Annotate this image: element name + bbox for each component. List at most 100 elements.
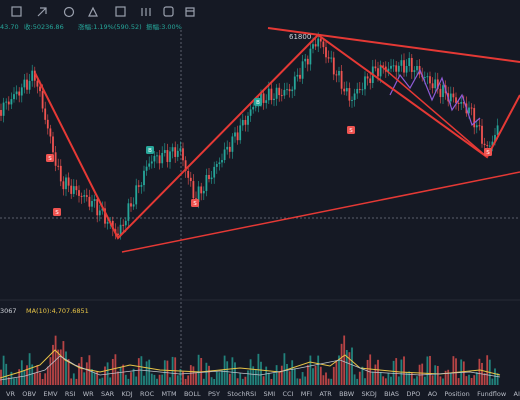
indicator-tab[interactable]: AI-Ve xyxy=(514,390,520,398)
volume-bar xyxy=(278,371,281,385)
signal-label: S xyxy=(55,210,59,216)
indicator-tab[interactable]: CCI xyxy=(282,390,293,398)
volume-bar xyxy=(338,355,340,385)
indicator-tab[interactable]: MFI xyxy=(301,390,312,398)
indicator-tab[interactable]: SAR xyxy=(101,390,115,398)
indicator-tab[interactable]: AO xyxy=(428,390,437,398)
candle-body xyxy=(392,65,395,67)
candle-body xyxy=(62,181,65,190)
change: 涨幅:1.19%(590.52) xyxy=(78,22,142,31)
volume-bar xyxy=(293,368,296,385)
candle-body xyxy=(91,201,93,207)
volume-bar xyxy=(169,377,171,385)
indicator-tab[interactable]: BBW xyxy=(339,390,355,398)
candle-body xyxy=(200,186,203,194)
indicator-tab[interactable]: PSY xyxy=(208,390,220,398)
candle-body xyxy=(252,107,255,110)
volume-bar xyxy=(161,374,164,385)
volume-bar xyxy=(52,344,54,385)
icon[interactable] xyxy=(115,6,126,17)
candle-body xyxy=(496,125,499,135)
candle-body xyxy=(439,88,442,98)
icon[interactable] xyxy=(141,8,151,16)
candle-body xyxy=(273,98,275,101)
candle-body xyxy=(387,68,390,72)
candle-body xyxy=(449,93,452,102)
signal-label: B xyxy=(256,100,260,106)
volume-bar xyxy=(140,356,143,385)
candle-body xyxy=(127,203,130,221)
indicator-tab[interactable]: Fundflow xyxy=(477,390,507,398)
indicator-tab[interactable]: WR xyxy=(83,390,94,398)
indicator-tab[interactable]: EMV xyxy=(43,390,58,398)
amplitude: 振幅:3.00% xyxy=(146,22,182,31)
indicator-tab[interactable]: StochRSI xyxy=(227,390,256,398)
candle-body xyxy=(46,119,49,129)
candle-body xyxy=(470,107,473,109)
candle-body xyxy=(137,185,140,187)
signal-marker xyxy=(484,148,492,156)
volume-bar xyxy=(442,378,444,385)
indicator-tab[interactable]: BOLL xyxy=(184,390,201,398)
candle-body xyxy=(15,91,18,95)
volume-bar xyxy=(325,372,327,385)
indicator-tab[interactable]: SKDJ xyxy=(361,390,376,398)
candle-body xyxy=(221,160,223,163)
signal-marker xyxy=(254,98,262,106)
candle-body xyxy=(96,199,99,216)
volume-bar xyxy=(75,378,78,385)
candle-body xyxy=(171,147,174,152)
indicator-tab[interactable]: VR xyxy=(6,390,15,398)
candle-body xyxy=(335,74,338,76)
candle-body xyxy=(241,119,244,126)
indicator-tab[interactable]: KDJ xyxy=(122,390,133,398)
volume-bar xyxy=(78,363,80,385)
candle-body xyxy=(364,76,366,90)
volume-bar xyxy=(7,377,10,385)
indicator-tab[interactable]: Position xyxy=(444,390,469,398)
indicator-tab[interactable]: SMI xyxy=(264,390,276,398)
candle-body xyxy=(41,91,44,109)
icon[interactable] xyxy=(63,6,75,18)
indicator-tab[interactable]: OBV xyxy=(22,390,36,398)
volume-bar xyxy=(403,356,405,385)
volume-bar xyxy=(449,373,452,385)
icon[interactable] xyxy=(163,6,174,17)
indicator-tab[interactable]: ROC xyxy=(140,390,155,398)
candle-body xyxy=(2,102,5,116)
volume-bar xyxy=(431,375,434,385)
volume-bar xyxy=(267,372,270,385)
indicator-tab[interactable]: DPO xyxy=(406,390,420,398)
volume-bar xyxy=(179,369,182,385)
volume-bar xyxy=(439,376,442,385)
icon[interactable] xyxy=(185,7,195,17)
volume-bar xyxy=(335,360,338,385)
icon[interactable] xyxy=(37,7,47,17)
indicator-tab[interactable]: BIAS xyxy=(384,390,399,398)
icon[interactable] xyxy=(88,6,98,17)
volume-bar xyxy=(80,356,83,385)
candle-body xyxy=(52,136,54,153)
volume-bar xyxy=(301,372,304,385)
signal-label: S xyxy=(48,156,52,162)
candle-body xyxy=(304,58,307,62)
candle-body xyxy=(124,220,127,226)
candle-body xyxy=(163,150,166,153)
candle-body xyxy=(283,89,286,96)
candle-body xyxy=(340,70,343,89)
candle-body xyxy=(260,93,262,101)
candle-body xyxy=(486,145,489,147)
candle-body xyxy=(366,76,369,79)
volume-bar xyxy=(111,358,114,385)
candle-body xyxy=(49,128,52,137)
candle-body xyxy=(33,70,36,81)
indicator-tab[interactable]: MTM xyxy=(161,390,176,398)
icon[interactable] xyxy=(11,6,22,17)
indicator-tab[interactable]: ATR xyxy=(319,390,332,398)
candle-body xyxy=(356,88,359,94)
candle-body xyxy=(301,61,304,79)
volume-bar xyxy=(70,378,73,385)
candle-body xyxy=(286,89,288,91)
volume-bar xyxy=(332,366,335,385)
indicator-tab[interactable]: RSI xyxy=(65,390,76,398)
